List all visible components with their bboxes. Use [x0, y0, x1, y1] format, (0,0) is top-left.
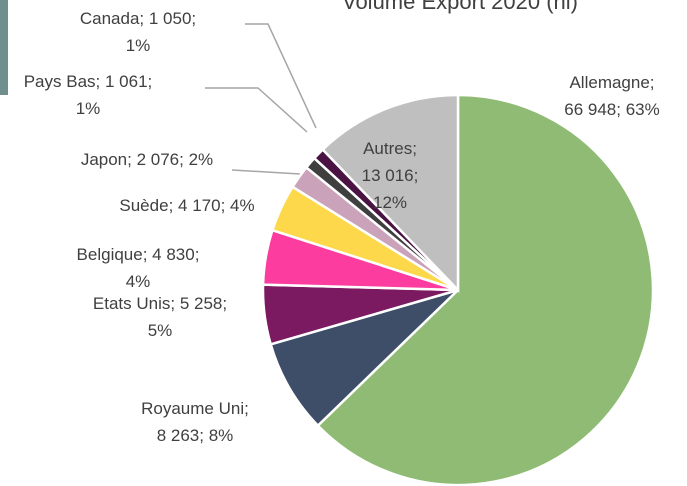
percentage-label: 1% [76, 99, 101, 118]
percentage-label: 12% [373, 193, 407, 212]
percentage-label: 5% [148, 321, 173, 340]
value-label: 1 061 [105, 72, 148, 91]
label-name: Pays Bas [24, 72, 96, 91]
label-separator: ; [195, 245, 200, 264]
value-label: 2 076 [137, 150, 180, 169]
value-label: 1 050 [149, 9, 192, 28]
label-name: Suède [119, 196, 168, 215]
leader-line [245, 23, 317, 129]
value-label: 66 948 [564, 100, 616, 119]
slices [261, 93, 655, 486]
pie-slice [316, 93, 655, 486]
slice-label: Japon; 2 076; 2% [81, 150, 213, 169]
slice-label: Allemagne; [569, 73, 654, 92]
pie-slice [269, 288, 459, 428]
slice-label: 1% [76, 99, 101, 118]
label-separator: ; [414, 166, 419, 185]
slice-label: Suède; 4 170; 4% [119, 196, 254, 215]
slice-label: Belgique; 4 830; [77, 245, 200, 264]
label-name: Autres [363, 139, 412, 158]
slice-label: Etats Unis; 5 258; [93, 294, 227, 313]
leader-line [231, 169, 301, 175]
label-separator: ; [244, 399, 249, 418]
label-separator: ; [143, 245, 152, 264]
value-label: 4 170 [178, 196, 221, 215]
percentage-label: 2% [189, 150, 214, 169]
label-separator: ; [221, 196, 230, 215]
value-label: 13 016 [362, 166, 414, 185]
percentage-label: 1% [126, 36, 151, 55]
value-label: 4 830 [152, 245, 195, 264]
side-bar [0, 0, 8, 95]
leader-line [205, 87, 308, 133]
label-separator: ; [179, 150, 188, 169]
value-label: 8 263 [157, 426, 200, 445]
label-separator: ; [148, 72, 153, 91]
label-name: Belgique [77, 245, 143, 264]
label-name: Etats Unis [93, 294, 170, 313]
leader-lines [205, 23, 317, 175]
percentage-label: 8% [209, 426, 234, 445]
value-label: 5 258 [180, 294, 223, 313]
label-separator: ; [412, 139, 417, 158]
slice-label: 5% [148, 321, 173, 340]
slice-label: Pays Bas; 1 061; [24, 72, 153, 91]
pie-slice [320, 93, 460, 294]
label-separator: ; [199, 426, 208, 445]
slice-label: Royaume Uni; [141, 399, 249, 418]
label-separator: ; [222, 294, 227, 313]
label-separator: ; [96, 72, 105, 91]
label-name: Royaume Uni [141, 399, 244, 418]
slice-label: 1% [126, 36, 151, 55]
label-separator: ; [650, 73, 655, 92]
label-name: Allemagne [569, 73, 649, 92]
label-separator: ; [169, 196, 178, 215]
slice-label: 13 016; [362, 166, 419, 185]
percentage-label: 4% [230, 196, 255, 215]
slice-label: 8 263; 8% [157, 426, 234, 445]
label-name: Canada [80, 9, 140, 28]
label-separator: ; [616, 100, 625, 119]
slice-label: 66 948; 63% [564, 100, 659, 119]
slice-label: 4% [126, 272, 151, 291]
slice-label: 12% [373, 193, 407, 212]
label-separator: ; [139, 9, 148, 28]
label-separator: ; [170, 294, 179, 313]
label-separator: ; [127, 150, 136, 169]
percentage-label: 63% [626, 100, 660, 119]
label-separator: ; [191, 9, 196, 28]
label-name: Japon [81, 150, 127, 169]
chart-title: Volume Export 2020 (hl) [342, 0, 578, 14]
percentage-label: 4% [126, 272, 151, 291]
slice-label: Canada; 1 050; [80, 9, 196, 28]
slice-label: Autres; [363, 139, 417, 158]
